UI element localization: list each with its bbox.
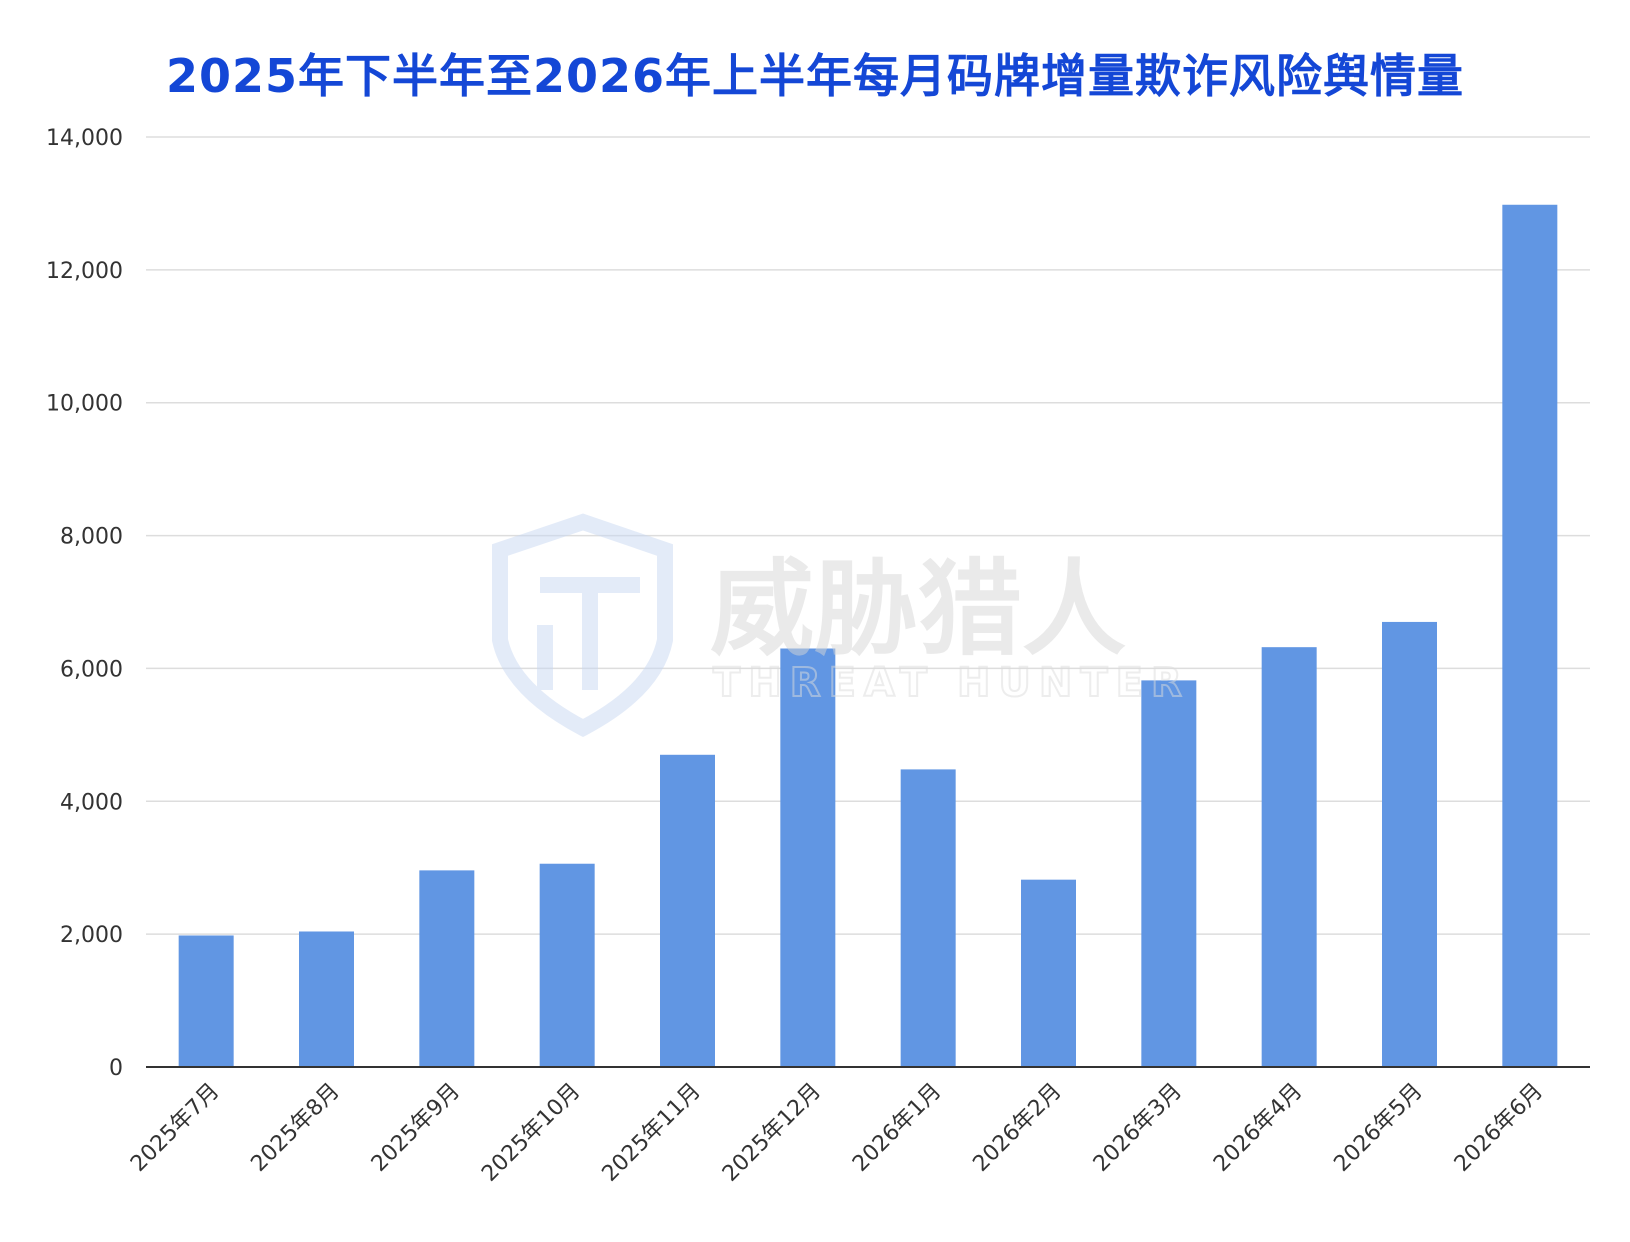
x-tick-label: 2026年2月 xyxy=(968,1079,1066,1177)
x-tick-label: 2025年10月 xyxy=(477,1079,585,1187)
watermark-text-en: THREAT HUNTER xyxy=(713,660,1190,706)
y-tick-label: 8,000 xyxy=(60,525,123,550)
watermark: 威胁猎人 THREAT HUNTER xyxy=(492,513,1190,738)
x-tick-label: 2025年9月 xyxy=(367,1079,465,1177)
threat-hunter-shield-logo xyxy=(492,513,673,738)
y-tick-label: 4,000 xyxy=(60,790,123,815)
x-tick-label: 2026年3月 xyxy=(1089,1079,1187,1177)
x-tick-label: 2025年12月 xyxy=(718,1079,826,1187)
bar xyxy=(780,648,836,1067)
bar xyxy=(900,769,956,1067)
bar xyxy=(1021,879,1076,1067)
y-tick-label: 2,000 xyxy=(60,923,123,948)
y-tick-label: 10,000 xyxy=(46,392,123,417)
chart-title: 2025年下半年至2026年上半年每月码牌增量欺诈风险舆情量 xyxy=(165,49,1465,103)
bar xyxy=(539,863,595,1067)
x-tick-label: 2026年1月 xyxy=(848,1079,946,1177)
y-tick-label: 14,000 xyxy=(46,126,123,151)
y-axis-ticks: 0 2,000 4,000 6,000 8,000 10,000 12,000 14,000 xyxy=(46,126,123,1081)
y-tick-label: 12,000 xyxy=(46,259,123,284)
y-tick-label: 6,000 xyxy=(60,657,123,682)
bars xyxy=(178,204,1558,1067)
x-tick-label: 2026年4月 xyxy=(1209,1079,1307,1177)
x-tick-label: 2025年11月 xyxy=(598,1079,706,1187)
gridlines xyxy=(146,136,1590,935)
x-axis-ticks: 2025年7月 2025年8月 2025年9月 2025年10月 2025年11月 202… xyxy=(126,1079,1548,1187)
x-tick-label: 2026年5月 xyxy=(1329,1079,1427,1177)
bar xyxy=(178,935,234,1067)
bar xyxy=(1261,647,1317,1067)
bar xyxy=(1502,204,1558,1067)
bar xyxy=(660,754,715,1067)
x-tick-label: 2026年6月 xyxy=(1450,1079,1548,1177)
y-tick-label: 0 xyxy=(109,1056,123,1081)
x-tick-label: 2025年8月 xyxy=(246,1079,344,1177)
x-tick-label: 2025年7月 xyxy=(126,1079,224,1177)
bar xyxy=(299,931,354,1067)
bar xyxy=(419,870,475,1067)
bar xyxy=(1141,680,1197,1067)
watermark-text-cn: 威胁猎人 xyxy=(710,548,1126,670)
bar xyxy=(1382,621,1437,1067)
